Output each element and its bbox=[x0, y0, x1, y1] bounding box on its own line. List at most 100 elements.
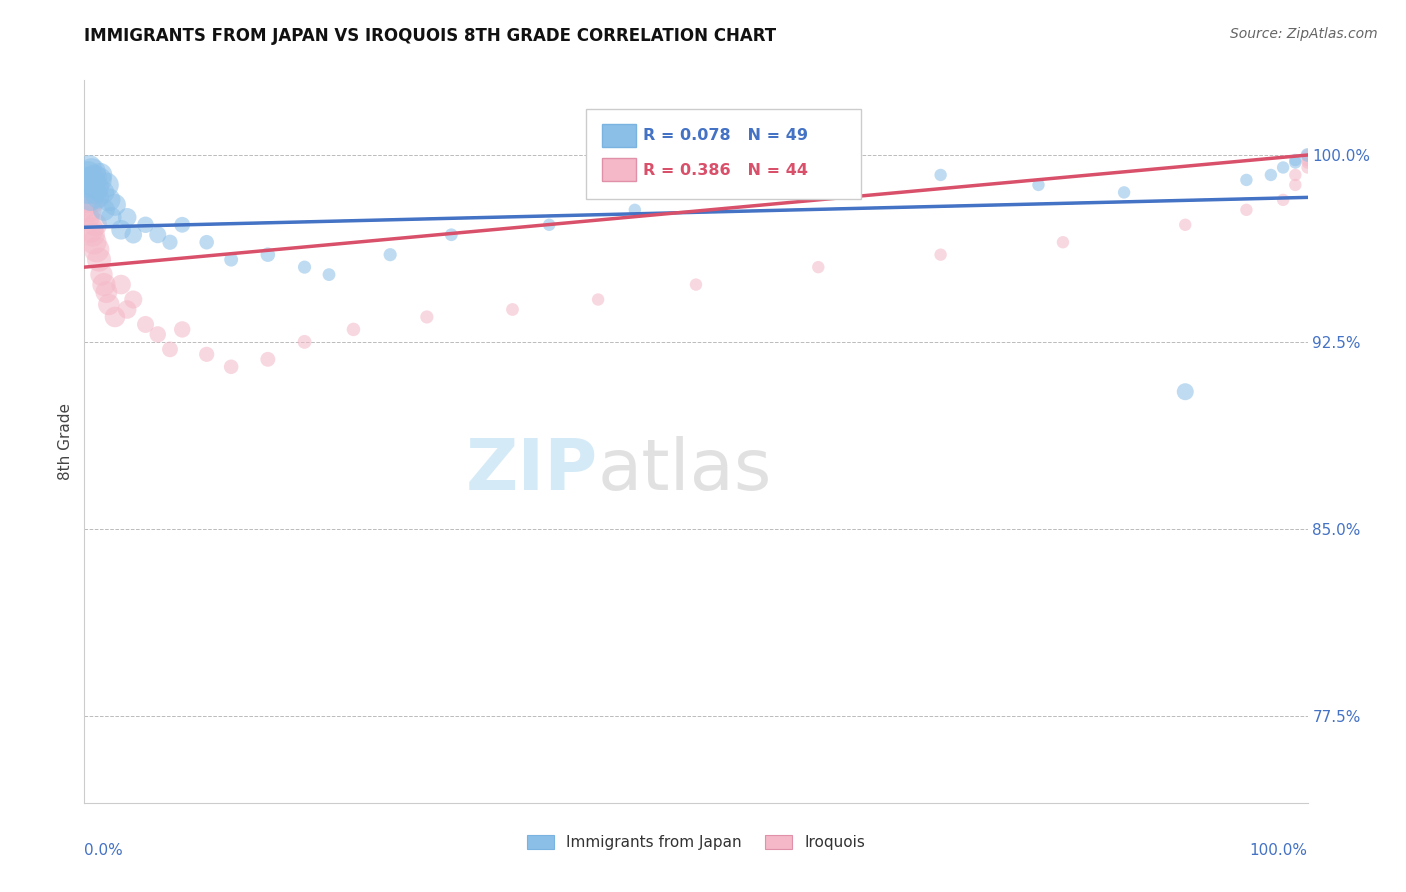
Point bbox=[97, 193, 120, 207]
FancyBboxPatch shape bbox=[586, 109, 860, 200]
Point bbox=[1296, 155, 1319, 169]
Point bbox=[624, 202, 647, 217]
Point bbox=[685, 277, 707, 292]
Text: IMMIGRANTS FROM JAPAN VS IROQUOIS 8TH GRADE CORRELATION CHART: IMMIGRANTS FROM JAPAN VS IROQUOIS 8TH GR… bbox=[84, 27, 776, 45]
Point bbox=[75, 173, 97, 187]
Point bbox=[76, 198, 98, 212]
Point bbox=[86, 243, 108, 257]
Point bbox=[77, 202, 100, 217]
Point bbox=[195, 347, 218, 361]
Point bbox=[929, 168, 952, 182]
Point bbox=[172, 322, 194, 336]
Point bbox=[257, 248, 280, 262]
Point bbox=[257, 352, 280, 367]
Point bbox=[96, 285, 118, 299]
Point bbox=[115, 211, 138, 225]
Point bbox=[807, 260, 830, 274]
Point bbox=[1114, 186, 1136, 200]
Point bbox=[416, 310, 439, 324]
Point bbox=[83, 170, 105, 185]
Point bbox=[96, 178, 118, 192]
FancyBboxPatch shape bbox=[602, 124, 636, 147]
Text: ZIP: ZIP bbox=[465, 436, 598, 505]
Point bbox=[135, 318, 157, 332]
Point bbox=[294, 334, 316, 349]
Point bbox=[87, 252, 110, 267]
Point bbox=[91, 186, 114, 200]
Point bbox=[77, 168, 100, 182]
Point bbox=[380, 248, 402, 262]
Point bbox=[1236, 202, 1258, 217]
Point bbox=[1296, 148, 1319, 162]
Text: atlas: atlas bbox=[598, 436, 772, 505]
Point bbox=[342, 322, 364, 336]
Point bbox=[1284, 155, 1306, 169]
Point bbox=[122, 293, 145, 307]
Point bbox=[75, 186, 97, 200]
Y-axis label: 8th Grade: 8th Grade bbox=[58, 403, 73, 480]
Text: R = 0.078   N = 49: R = 0.078 N = 49 bbox=[644, 128, 808, 144]
Text: R = 0.386   N = 44: R = 0.386 N = 44 bbox=[644, 163, 808, 178]
Point bbox=[146, 227, 169, 242]
Point bbox=[82, 178, 104, 192]
Point bbox=[929, 248, 952, 262]
Point bbox=[159, 343, 181, 357]
Point bbox=[219, 252, 242, 267]
Point bbox=[586, 293, 609, 307]
Point bbox=[100, 211, 122, 225]
Point bbox=[1284, 153, 1306, 167]
Point bbox=[87, 190, 110, 204]
Point bbox=[1236, 173, 1258, 187]
Point bbox=[77, 161, 100, 175]
Point bbox=[135, 218, 157, 232]
Point bbox=[82, 227, 104, 242]
Point bbox=[159, 235, 181, 250]
FancyBboxPatch shape bbox=[602, 158, 636, 181]
Point bbox=[1052, 235, 1074, 250]
Point bbox=[76, 178, 98, 192]
Point bbox=[89, 168, 111, 182]
Point bbox=[122, 227, 145, 242]
Point bbox=[820, 178, 842, 192]
Point bbox=[77, 211, 100, 225]
Point bbox=[1174, 384, 1197, 399]
Point bbox=[104, 198, 127, 212]
Point bbox=[79, 173, 101, 187]
Point bbox=[79, 193, 101, 207]
Point bbox=[84, 186, 107, 200]
Point bbox=[294, 260, 316, 274]
Point bbox=[115, 302, 138, 317]
Point bbox=[93, 202, 115, 217]
Point bbox=[97, 297, 120, 311]
Point bbox=[172, 218, 194, 232]
Text: 0.0%: 0.0% bbox=[84, 843, 124, 857]
Point bbox=[1028, 178, 1050, 192]
Point bbox=[110, 277, 132, 292]
Point bbox=[1272, 193, 1295, 207]
Point bbox=[110, 223, 132, 237]
Point bbox=[77, 186, 100, 200]
Text: 100.0%: 100.0% bbox=[1250, 843, 1308, 857]
Point bbox=[195, 235, 218, 250]
Point bbox=[1296, 161, 1319, 175]
Point bbox=[93, 277, 115, 292]
Point bbox=[538, 218, 561, 232]
Point bbox=[90, 268, 112, 282]
Point bbox=[1260, 168, 1282, 182]
Point bbox=[146, 327, 169, 342]
Point bbox=[80, 165, 103, 179]
Point bbox=[502, 302, 524, 317]
Point bbox=[440, 227, 463, 242]
Point bbox=[79, 223, 101, 237]
Legend: Immigrants from Japan, Iroquois: Immigrants from Japan, Iroquois bbox=[520, 830, 872, 856]
Point bbox=[1272, 161, 1295, 175]
Point bbox=[80, 193, 103, 207]
Point bbox=[84, 218, 107, 232]
Point bbox=[83, 235, 105, 250]
Text: Source: ZipAtlas.com: Source: ZipAtlas.com bbox=[1230, 27, 1378, 41]
Point bbox=[87, 173, 110, 187]
Point bbox=[1174, 218, 1197, 232]
Point bbox=[1296, 148, 1319, 162]
Point bbox=[1284, 178, 1306, 192]
Point bbox=[1296, 153, 1319, 167]
